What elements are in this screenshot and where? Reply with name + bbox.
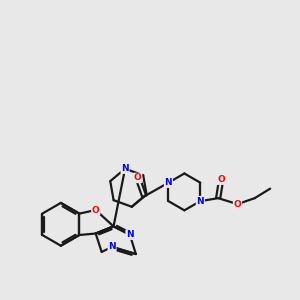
Text: N: N: [121, 164, 129, 173]
Text: N: N: [108, 242, 116, 251]
Text: O: O: [217, 175, 225, 184]
Text: N: N: [165, 178, 172, 187]
Text: O: O: [134, 173, 142, 182]
Text: O: O: [92, 206, 100, 214]
Text: N: N: [126, 230, 134, 239]
Text: O: O: [234, 200, 242, 208]
Text: N: N: [196, 196, 204, 206]
